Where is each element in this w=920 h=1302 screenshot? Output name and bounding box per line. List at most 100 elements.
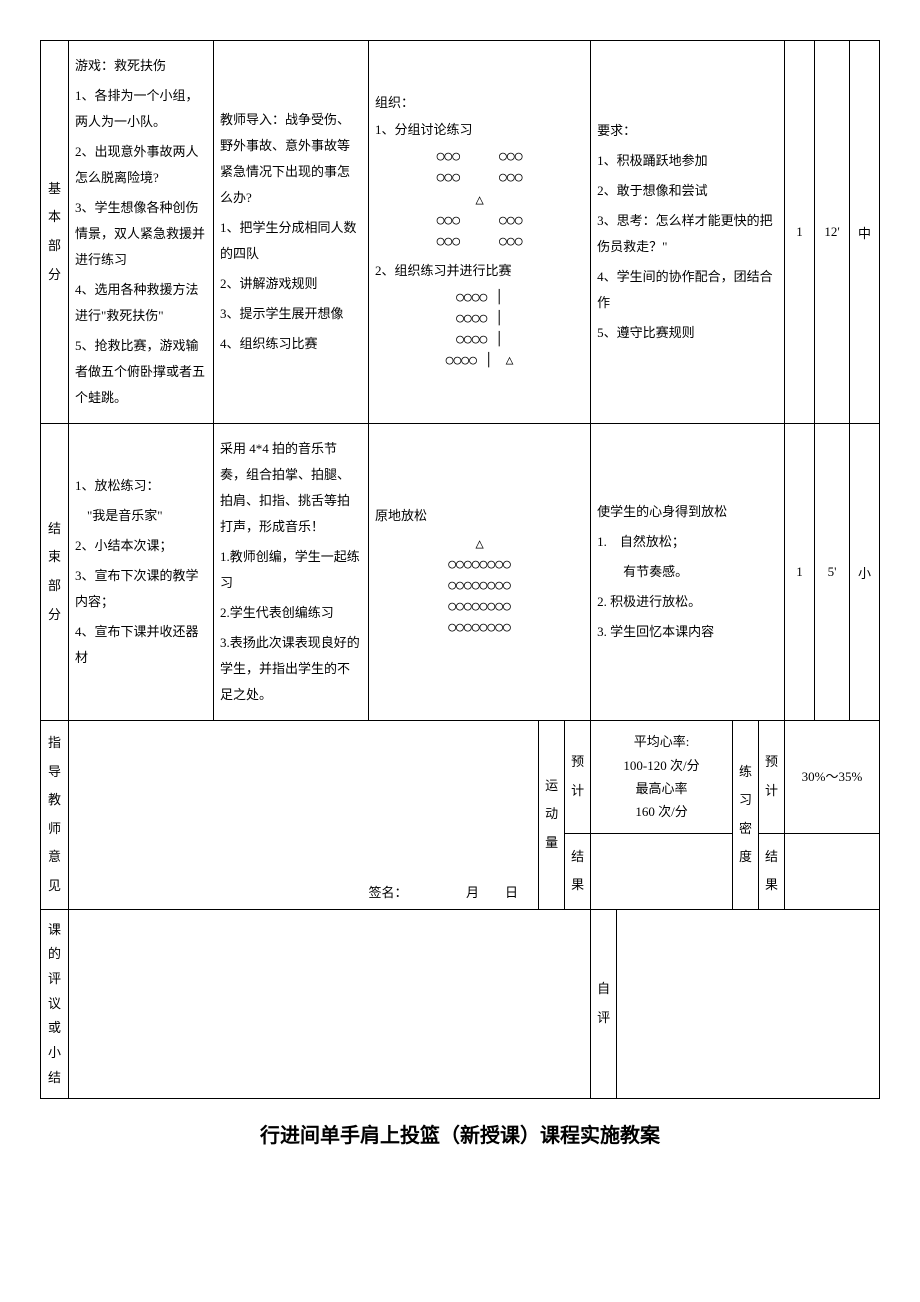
req-item: 1. 自然放松； <box>597 529 778 555</box>
basic-count: 1 <box>785 41 815 424</box>
label-char: 教 <box>47 786 62 815</box>
req-item: 4、学生间的协作配合，团结合作 <box>597 264 778 316</box>
diagram-row: ○○○○○○○○ <box>375 576 584 597</box>
label-char: 指 <box>47 729 62 758</box>
content-item: 2、小结本次课； <box>75 533 207 559</box>
label-char: 导 <box>47 758 62 787</box>
teacher-intro: 教师导入：战争受伤、野外事故、意外事故等紧急情况下出现的事怎么办? <box>220 107 362 211</box>
label-char: 度 <box>739 843 752 872</box>
review-content-left <box>69 909 591 1099</box>
formation-diagram-3: △ ○○○○○○○○ ○○○○○○○○ ○○○○○○○○ ○○○○○○○○ <box>375 533 584 639</box>
review-content-right <box>617 909 880 1099</box>
org-item: 2、组织练习并进行比赛 <box>375 259 584 282</box>
teacher-item: 2.学生代表创编练习 <box>220 600 362 626</box>
diagram-row: ○○○ ○○○ <box>375 232 584 253</box>
heart-rate-cell: 平均心率: 100-120 次/分 最高心率 160 次/分 <box>591 721 733 834</box>
label-char: 束 <box>47 543 62 572</box>
content-item: 1、放松练习： <box>75 473 207 499</box>
result-label-2: 结 果 <box>758 833 784 909</box>
teacher-item: 1、把学生分成相同人数的四队 <box>220 215 362 267</box>
org-item: 1、分组讨论练习 <box>375 118 584 141</box>
end-section-row: 结 束 部 分 1、放松练习： "我是音乐家" 2、小结本次课； 3、宣布下次课… <box>41 424 880 721</box>
end-requirements: 使学生的心身得到放松 1. 自然放松； 有节奏感。 2. 积极进行放松。 3. … <box>591 424 785 721</box>
end-time: 5' <box>815 424 850 721</box>
self-review-label: 自 评 <box>591 909 617 1099</box>
label-char: 结 <box>47 1066 62 1091</box>
basic-teacher: 教师导入：战争受伤、野外事故、意外事故等紧急情况下出现的事怎么办? 1、把学生分… <box>214 41 369 424</box>
req-intro: 使学生的心身得到放松 <box>597 499 778 525</box>
diagram-row: ○○○○○○○○ <box>375 597 584 618</box>
review-row: 课 的 评 议 或 小 结 自 评 <box>41 909 880 1099</box>
label-char: 运 <box>545 772 558 801</box>
advisor-signature-area: 签名： 月 日 <box>69 721 539 910</box>
advisor-label: 指 导 教 师 意 见 <box>41 721 69 910</box>
end-teacher: 采用 4*4 拍的音乐节奏，组合拍掌、拍腿、拍肩、扣指、挑舌等拍打声，形成音乐！… <box>214 424 369 721</box>
diagram-row: △ <box>375 533 584 555</box>
diagram-row: ○○○○ │ <box>375 309 584 330</box>
basic-section-label: 基 本 部 分 <box>41 41 69 424</box>
density-result-cell <box>785 833 880 909</box>
result-label-1: 结 果 <box>565 833 591 909</box>
req-item: 2、敢于想像和尝试 <box>597 178 778 204</box>
label-char: 部 <box>47 572 62 601</box>
max-hr-label: 最高心率 <box>597 777 726 800</box>
content-item: 1、各排为一个小组，两人为一小队。 <box>75 83 207 135</box>
label-char: 课 <box>47 918 62 943</box>
diagram-row: ○○○ ○○○ <box>375 211 584 232</box>
diagram-row: ○○○○○○○○ <box>375 555 584 576</box>
req-item: 有节奏感。 <box>597 559 778 585</box>
predict-label-1: 预 计 <box>565 721 591 834</box>
org-title: 原地放松 <box>375 504 584 527</box>
end-content: 1、放松练习： "我是音乐家" 2、小结本次课； 3、宣布下次课的教学内容； 4… <box>69 424 214 721</box>
end-organization: 原地放松 △ ○○○○○○○○ ○○○○○○○○ ○○○○○○○○ ○○○○○○… <box>369 424 591 721</box>
label-char: 意 <box>47 843 62 872</box>
basic-content: 游戏：救死扶伤 1、各排为一个小组，两人为一小队。 2、出现意外事故两人怎么脱离… <box>69 41 214 424</box>
content-item: 4、选用各种救援方法进行"救死扶伤" <box>75 277 207 329</box>
formation-diagram-2: ○○○○ │ ○○○○ │ ○○○○ │ ○○○○ │ △ <box>375 288 584 371</box>
label-char: 结 <box>765 843 778 872</box>
content-item: 5、抢救比赛，游戏输者做五个俯卧撑或者五个蛙跳。 <box>75 333 207 411</box>
signature-text: 签名： 月 日 <box>369 885 519 900</box>
label-char: 或 <box>47 1016 62 1041</box>
teacher-item: 1.教师创编，学生一起练习 <box>220 544 362 596</box>
advisor-row-1: 指 导 教 师 意 见 签名： 月 日 运 动 量 预 计 平均心率: <box>41 721 880 834</box>
label-char: 动 <box>545 800 558 829</box>
basic-requirements: 要求： 1、积极踊跃地参加 2、敢于想像和尝试 3、思考：怎么样才能更快的把伤员… <box>591 41 785 424</box>
label-char: 师 <box>47 815 62 844</box>
diagram-row: ○○○○ │ △ <box>375 351 584 372</box>
org-title: 组织： <box>375 91 584 114</box>
req-item: 2. 积极进行放松。 <box>597 589 778 615</box>
diagram-row: ○○○ ○○○ <box>375 147 584 168</box>
label-char: 习 <box>739 786 752 815</box>
avg-hr-value: 100-120 次/分 <box>597 754 726 777</box>
label-char: 计 <box>765 777 778 806</box>
game-title: 游戏：救死扶伤 <box>75 53 207 79</box>
content-item: 3、宣布下次课的教学内容； <box>75 563 207 615</box>
label-char: 基 <box>47 175 62 204</box>
exercise-amount-label: 运 动 量 <box>539 721 565 910</box>
predict-label-2: 预 计 <box>758 721 784 834</box>
basic-intensity: 中 <box>850 41 880 424</box>
req-item: 3、思考：怎么样才能更快的把伤员救走？" <box>597 208 778 260</box>
label-char: 评 <box>47 967 62 992</box>
review-label: 课 的 评 议 或 小 结 <box>41 909 69 1099</box>
req-item: 1、积极踊跃地参加 <box>597 148 778 174</box>
label-char: 部 <box>47 232 62 261</box>
end-section-label: 结 束 部 分 <box>41 424 69 721</box>
end-intensity: 小 <box>850 424 880 721</box>
label-char: 练 <box>739 758 752 787</box>
label-char: 预 <box>571 748 584 777</box>
max-hr-value: 160 次/分 <box>597 800 726 823</box>
formation-diagram-1: ○○○ ○○○ ○○○ ○○○ △ ○○○ ○○○ ○○○ ○○○ <box>375 147 584 253</box>
content-item: 3、学生想像各种创伤情景，双人紧急救援并进行练习 <box>75 195 207 273</box>
teacher-item: 3、提示学生展开想像 <box>220 301 362 327</box>
teacher-intro: 采用 4*4 拍的音乐节奏，组合拍掌、拍腿、拍肩、扣指、挑舌等拍打声，形成音乐！ <box>220 436 362 540</box>
label-char: 预 <box>765 748 778 777</box>
label-char: 果 <box>571 871 584 900</box>
hr-result-cell <box>591 833 733 909</box>
label-char: 小 <box>47 1041 62 1066</box>
diagram-row: △ <box>375 189 584 211</box>
basic-time: 12' <box>815 41 850 424</box>
content-item: 2、出现意外事故两人怎么脱离险境? <box>75 139 207 191</box>
content-item: "我是音乐家" <box>75 503 207 529</box>
